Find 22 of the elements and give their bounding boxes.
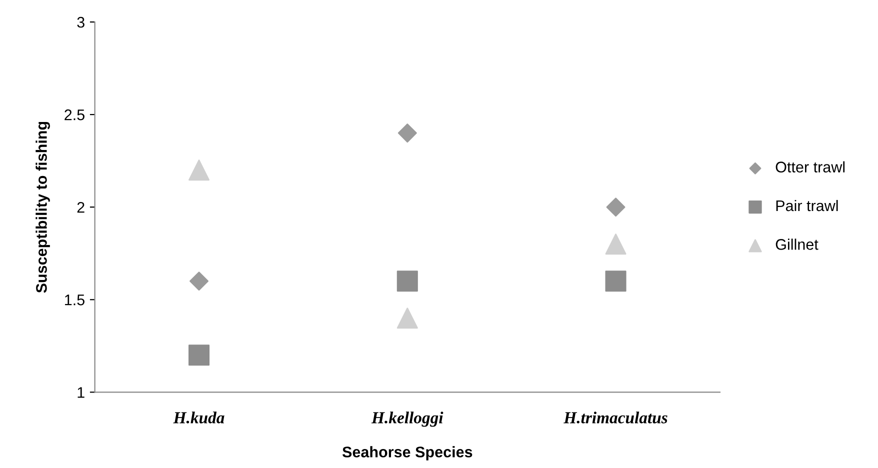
point — [398, 124, 417, 143]
x-axis-title: Seahorse Species — [342, 446, 472, 460]
point — [396, 270, 418, 292]
legend-label: Pair trawl — [776, 200, 838, 212]
y-tick-label: 1.5 — [65, 294, 84, 306]
point — [188, 344, 210, 366]
legend-label: Otter trawl — [776, 161, 845, 173]
point — [605, 234, 626, 255]
point — [396, 308, 418, 329]
point — [188, 160, 210, 181]
x-tick-label: H.kelloggi — [371, 412, 444, 427]
x-tick-label: H.kuda — [173, 412, 224, 424]
point — [606, 198, 626, 217]
y-tick-label: 1 — [78, 387, 84, 398]
y-tick-label: 3 — [77, 16, 84, 28]
point — [190, 272, 208, 291]
y-tick-label: 2 — [77, 202, 84, 213]
y-tick-label: 2.5 — [64, 109, 84, 120]
point — [605, 270, 626, 292]
x-tick-label: H.trimaculatus — [564, 412, 668, 424]
y-axis-title: Susceptibility to fishing — [36, 122, 50, 293]
legend-label: Gillnet — [776, 238, 818, 250]
